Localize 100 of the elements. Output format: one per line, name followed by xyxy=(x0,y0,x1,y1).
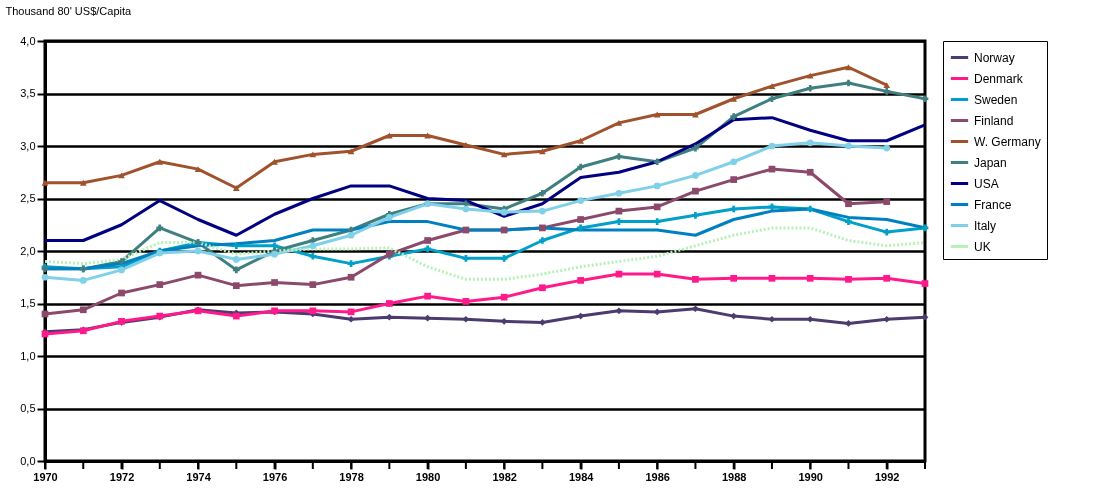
point xyxy=(692,276,699,283)
point xyxy=(309,281,317,288)
point xyxy=(845,79,852,87)
point xyxy=(271,242,278,250)
point xyxy=(424,292,431,300)
point xyxy=(692,144,699,152)
point xyxy=(462,255,470,262)
point xyxy=(615,307,623,315)
point xyxy=(539,189,546,197)
point xyxy=(462,205,470,213)
point xyxy=(806,168,814,176)
point xyxy=(118,258,125,265)
x-tick-label: 1970 xyxy=(33,470,58,483)
x-tick-label: 1980 xyxy=(415,470,441,483)
point xyxy=(539,319,546,326)
point xyxy=(730,113,738,120)
point xyxy=(79,277,87,284)
point xyxy=(79,179,87,186)
point xyxy=(500,255,508,262)
point xyxy=(232,242,240,250)
x-tick-label: 1992 xyxy=(875,470,900,483)
point xyxy=(347,148,355,155)
point xyxy=(500,293,508,301)
point xyxy=(730,205,738,213)
point xyxy=(845,320,852,327)
point xyxy=(577,137,585,144)
point xyxy=(79,306,87,314)
point xyxy=(539,284,546,292)
point xyxy=(424,245,431,253)
point xyxy=(232,282,240,289)
point xyxy=(424,237,431,244)
legend-label: Denmark xyxy=(974,71,1024,86)
point xyxy=(806,205,814,213)
point xyxy=(615,189,623,197)
point xyxy=(730,176,738,183)
point xyxy=(385,214,393,221)
point xyxy=(539,224,546,232)
y-tick-label: 3,5 xyxy=(20,87,36,99)
point xyxy=(921,95,929,103)
point xyxy=(730,274,738,282)
point xyxy=(883,274,891,282)
y-tick-label: 2,5 xyxy=(20,192,36,204)
y-axis-title: Thousand 80' US$/Capita xyxy=(5,4,133,17)
point xyxy=(730,95,738,102)
point xyxy=(653,182,661,190)
y-tick-label: 1,0 xyxy=(20,349,36,362)
legend-label: Sweden xyxy=(974,92,1018,107)
legend-label: USA xyxy=(974,176,999,191)
y-tick-label: 1,5 xyxy=(20,297,36,309)
point xyxy=(194,247,202,255)
point xyxy=(41,273,49,281)
y-tick-label: 0,0 xyxy=(20,454,36,467)
x-tick-label: 1978 xyxy=(339,470,364,483)
point xyxy=(883,228,891,236)
point xyxy=(271,279,278,286)
point xyxy=(806,139,814,147)
legend-label: UK xyxy=(974,239,991,254)
point xyxy=(692,187,699,195)
x-tick-label: 1984 xyxy=(568,470,595,483)
point xyxy=(653,270,661,278)
point xyxy=(194,166,202,173)
point xyxy=(577,216,585,223)
point xyxy=(232,185,240,191)
point xyxy=(768,315,776,323)
point xyxy=(385,300,393,307)
point xyxy=(309,151,317,158)
point xyxy=(845,218,852,225)
legend-label: Italy xyxy=(974,218,997,233)
point xyxy=(653,158,661,166)
x-tick-label: 1976 xyxy=(262,470,288,483)
legend-label: France xyxy=(974,197,1012,212)
x-tick-label: 1972 xyxy=(109,470,135,483)
point xyxy=(615,120,623,126)
point xyxy=(692,172,699,179)
point xyxy=(845,64,852,71)
point xyxy=(845,276,852,283)
point xyxy=(424,314,431,322)
point xyxy=(309,252,317,260)
point xyxy=(883,198,891,205)
point xyxy=(347,315,355,323)
point xyxy=(347,260,355,267)
point xyxy=(500,318,508,325)
point xyxy=(806,72,814,79)
x-tick-label: 1988 xyxy=(721,470,747,483)
point xyxy=(577,163,585,171)
point xyxy=(156,281,164,288)
point xyxy=(577,224,585,232)
point xyxy=(118,289,125,297)
point xyxy=(921,280,929,287)
point xyxy=(768,274,776,282)
point xyxy=(539,237,546,244)
legend-label: Finland xyxy=(974,113,1014,128)
point xyxy=(462,298,470,305)
point xyxy=(577,197,585,204)
x-tick-label: 1986 xyxy=(645,470,670,483)
point xyxy=(768,95,776,103)
point xyxy=(156,224,164,232)
point xyxy=(768,83,776,90)
point xyxy=(347,273,355,281)
point xyxy=(845,142,852,150)
